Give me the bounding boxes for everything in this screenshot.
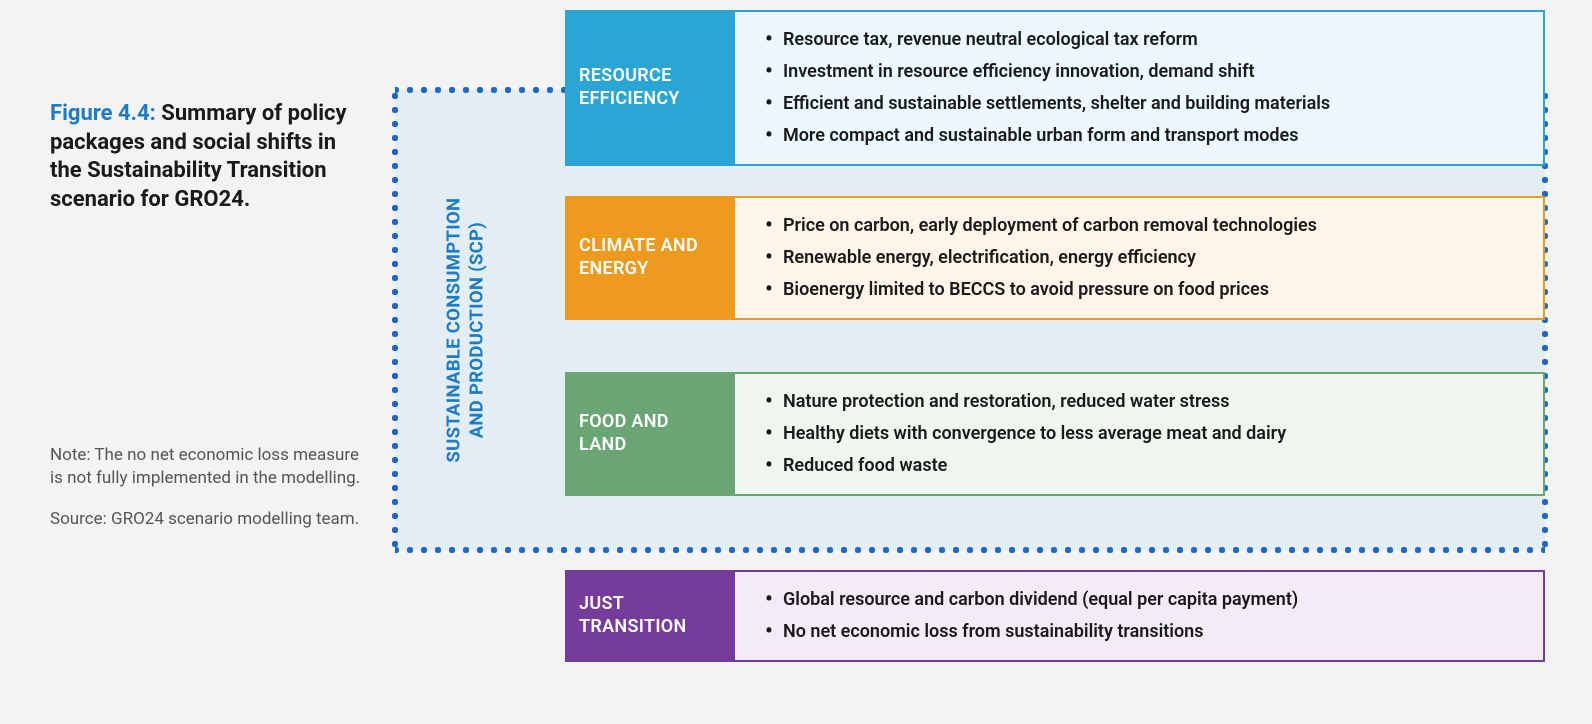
card-resource-efficiency: RESOURCE EFFICIENCY Resource tax, revenu…	[565, 10, 1545, 166]
card-body-climate: Price on carbon, early deployment of car…	[735, 196, 1545, 320]
list-item: Price on carbon, early deployment of car…	[765, 212, 1527, 240]
card-body-just: Global resource and carbon dividend (equ…	[735, 570, 1545, 662]
figure-source: Source: GRO24 scenario modelling team.	[50, 508, 370, 531]
list-item: More compact and sustainable urban form …	[765, 122, 1527, 150]
list-item: Renewable energy, electrification, energ…	[765, 244, 1527, 272]
card-body-resource: Resource tax, revenue neutral ecological…	[735, 10, 1545, 166]
left-column: Figure 4.4: Summary of policy packages a…	[50, 100, 370, 531]
card-header-just: JUST TRANSITION	[565, 570, 735, 662]
card-header-resource: RESOURCE EFFICIENCY	[565, 10, 735, 166]
figure-caption: Figure 4.4: Summary of policy packages a…	[50, 100, 370, 214]
scp-label-line2: AND PRODUCTION (SCP)	[465, 198, 488, 463]
figure-note: Note: The no net economic loss measure i…	[50, 444, 370, 490]
list-item: Reduced food waste	[765, 452, 1527, 480]
scp-label: SUSTAINABLE CONSUMPTION AND PRODUCTION (…	[425, 200, 505, 460]
list-item: Bioenergy limited to BECCS to avoid pres…	[765, 276, 1527, 304]
list-item: Healthy diets with convergence to less a…	[765, 420, 1527, 448]
card-header-food: FOOD AND LAND	[565, 372, 735, 496]
list-item: No net economic loss from sustainability…	[765, 618, 1527, 646]
list-item: Nature protection and restoration, reduc…	[765, 388, 1527, 416]
card-just-transition: JUST TRANSITION Global resource and carb…	[565, 570, 1545, 662]
card-body-food: Nature protection and restoration, reduc…	[735, 372, 1545, 496]
scp-border-left	[391, 90, 399, 550]
card-climate-energy: CLIMATE AND ENERGY Price on carbon, earl…	[565, 196, 1545, 320]
scp-label-line1: SUSTAINABLE CONSUMPTION	[442, 198, 464, 463]
list-item: Investment in resource efficiency innova…	[765, 58, 1527, 86]
card-header-climate: CLIMATE AND ENERGY	[565, 196, 735, 320]
scp-border-bottom	[395, 546, 1545, 554]
list-item: Resource tax, revenue neutral ecological…	[765, 26, 1527, 54]
figure-number: Figure 4.4:	[50, 101, 156, 126]
list-item: Efficient and sustainable settlements, s…	[765, 90, 1527, 118]
card-food-land: FOOD AND LAND Nature protection and rest…	[565, 372, 1545, 496]
list-item: Global resource and carbon dividend (equ…	[765, 586, 1527, 614]
